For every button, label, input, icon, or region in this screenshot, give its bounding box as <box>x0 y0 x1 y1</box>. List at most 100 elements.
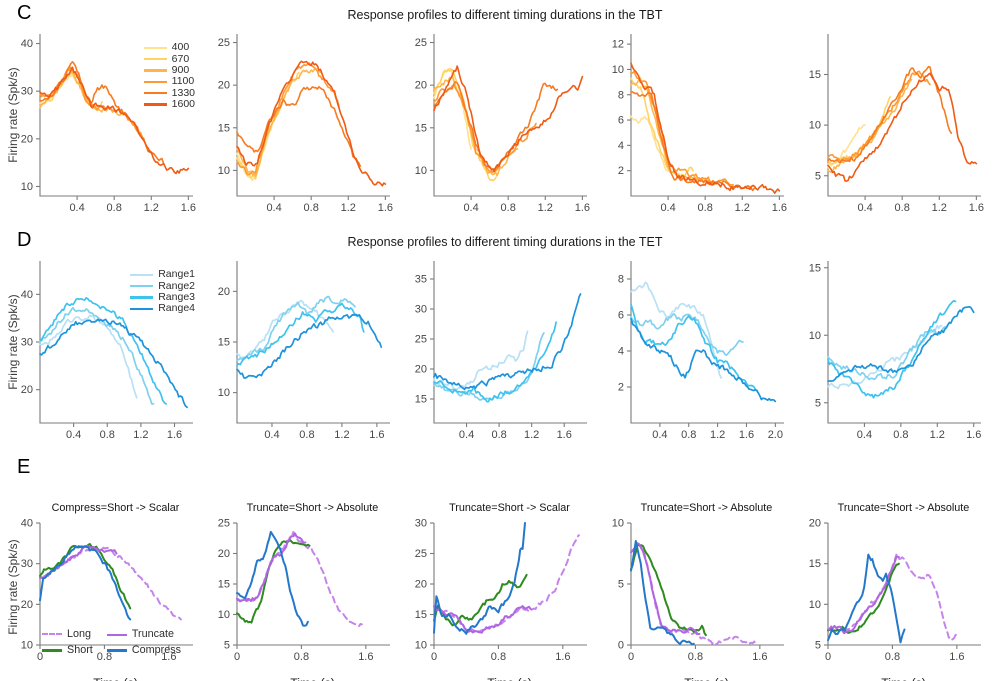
row-d-charts: 0.4 0.8 1.2 1.6 20 30 40 Range1 Range2 Range3 … <box>10 249 995 454</box>
svg-text:1.6: 1.6 <box>949 651 964 663</box>
chart-svg: 0.4 0.8 1.2 1.6 2.0 2 4 6 8 <box>618 261 784 441</box>
legend-item: 1330 <box>143 87 195 99</box>
svg-text:15: 15 <box>218 122 230 134</box>
x-axis-label: Time (s) <box>10 676 207 681</box>
svg-text:1.2: 1.2 <box>341 202 356 214</box>
svg-text:0.8: 0.8 <box>885 651 900 663</box>
legend-item: 400 <box>143 42 195 53</box>
svg-text:40: 40 <box>21 289 33 301</box>
chart-svg: 0.4 0.8 1.2 1.6 20 30 40 <box>21 261 193 441</box>
chart-svg: 0 0.8 1.6 5 10 15 20 25 <box>218 518 390 663</box>
svg-text:0: 0 <box>628 651 634 663</box>
svg-text:6: 6 <box>618 310 624 322</box>
legend-label: Range2 <box>158 279 195 292</box>
svg-text:1.6: 1.6 <box>378 202 393 214</box>
svg-text:10: 10 <box>21 640 33 652</box>
svg-text:25: 25 <box>415 37 427 49</box>
legend-label: 1600 <box>171 98 195 111</box>
chart-d4-plot: 0.4 0.8 1.2 1.6 2.0 2 4 6 8 <box>601 249 798 454</box>
svg-text:40: 40 <box>21 38 33 50</box>
svg-text:20: 20 <box>809 518 821 530</box>
chart-d2: 0.4 0.8 1.2 1.6 10 15 20 <box>207 249 404 454</box>
legend-item: Truncate <box>106 629 181 640</box>
svg-text:1.2: 1.2 <box>538 202 553 214</box>
svg-text:0.8: 0.8 <box>681 429 696 441</box>
svg-text:1.6: 1.6 <box>358 651 373 663</box>
svg-text:0.8: 0.8 <box>501 202 516 214</box>
chart-d4: 0.4 0.8 1.2 1.6 2.0 2 4 6 8 <box>601 249 798 454</box>
svg-text:1.6: 1.6 <box>181 202 196 214</box>
svg-text:0.8: 0.8 <box>107 202 122 214</box>
svg-text:1.6: 1.6 <box>167 429 182 441</box>
svg-text:10: 10 <box>809 120 821 132</box>
svg-text:2.0: 2.0 <box>768 429 783 441</box>
svg-text:15: 15 <box>218 579 230 591</box>
row-d: D Response profiles to different timing … <box>0 227 1003 454</box>
chart-svg: 0 0.8 1.6 10 20 30 40 <box>21 518 193 663</box>
svg-text:20: 20 <box>218 548 230 560</box>
legend-label: 900 <box>171 63 190 76</box>
svg-text:12: 12 <box>612 39 624 51</box>
svg-text:0.8: 0.8 <box>688 651 703 663</box>
chart-svg: 0.4 0.8 1.2 1.6 10 15 20 25 <box>415 34 590 214</box>
chart-e5-plot: 0 0.8 1.6 5 10 15 20 <box>798 517 995 674</box>
svg-text:0.8: 0.8 <box>491 651 506 663</box>
chart-c1: 0.4 0.8 1.2 1.6 10 20 30 40 400 670 900 1100 13… <box>10 22 207 227</box>
svg-text:30: 30 <box>415 518 427 530</box>
chart-e5: Truncate=Short -> Absolute 0 0.8 1.6 5 10 15 2… <box>798 468 995 681</box>
svg-text:30: 30 <box>415 304 427 316</box>
chart-svg: 0.4 0.8 1.2 1.6 10 15 20 25 <box>218 34 393 214</box>
svg-text:1.6: 1.6 <box>575 202 590 214</box>
chart-d1: 0.4 0.8 1.2 1.6 20 30 40 Range1 Range2 Range3 … <box>10 249 207 454</box>
svg-text:1.6: 1.6 <box>772 202 787 214</box>
svg-text:0.8: 0.8 <box>491 429 506 441</box>
chart-c2-plot: 0.4 0.8 1.2 1.6 10 15 20 25 <box>207 22 404 227</box>
svg-text:10: 10 <box>21 181 33 193</box>
chart-e4: Truncate=Short -> Absolute 0 0.8 1.6 0 5 10 T… <box>601 468 798 681</box>
legend-item: 900 <box>143 63 195 76</box>
legend-line-swatch <box>42 632 62 638</box>
svg-text:0: 0 <box>37 651 43 663</box>
svg-text:1.6: 1.6 <box>739 429 754 441</box>
legend-label: Range4 <box>158 302 195 315</box>
legend-item: Range2 <box>130 280 195 291</box>
x-axis-label: Time (s) <box>404 676 601 681</box>
legend-label: Long <box>67 628 92 641</box>
legend-label: Short <box>67 643 93 656</box>
svg-text:25: 25 <box>415 334 427 346</box>
svg-text:35: 35 <box>415 274 427 286</box>
chart-e1-plot: 0 0.8 1.6 10 20 30 40 <box>10 517 207 674</box>
legend-line-swatch <box>143 80 167 84</box>
svg-text:0.4: 0.4 <box>660 202 675 214</box>
row-e: E Firing rate (Spk/s) Compress=Short -> … <box>0 454 1003 681</box>
svg-text:25: 25 <box>218 518 230 530</box>
svg-text:0: 0 <box>431 651 437 663</box>
legend-line-swatch <box>143 103 167 106</box>
legend-label: Compress <box>131 643 182 656</box>
svg-text:0.8: 0.8 <box>294 651 309 663</box>
svg-text:8: 8 <box>618 89 624 101</box>
legend-conditions: Long Truncate Short Compress <box>42 629 181 656</box>
row-e-charts: Compress=Short -> Scalar 0 0.8 1.6 10 20 30 40… <box>10 468 995 681</box>
svg-text:0.8: 0.8 <box>895 202 910 214</box>
chart-c5: 0.4 0.8 1.2 1.6 5 10 15 <box>798 22 995 227</box>
svg-text:0.4: 0.4 <box>264 429 279 441</box>
svg-text:10: 10 <box>218 165 230 177</box>
chart-svg: 0.4 0.8 1.2 1.6 2 4 6 8 10 12 <box>612 34 787 214</box>
legend-line-swatch <box>130 307 154 311</box>
chart-d3: 0.4 0.8 1.2 1.6 15 20 25 30 35 <box>404 249 601 454</box>
svg-text:8: 8 <box>618 274 624 286</box>
svg-text:1.6: 1.6 <box>557 429 572 441</box>
panel-label-e: E <box>17 456 31 478</box>
chart-svg: 0.4 0.8 1.2 1.6 10 20 30 40 <box>21 34 196 214</box>
svg-text:0.4: 0.4 <box>266 202 281 214</box>
legend-item: Range4 <box>130 303 195 314</box>
legend-line-swatch <box>130 284 154 288</box>
svg-text:0.8: 0.8 <box>299 429 314 441</box>
svg-text:1.2: 1.2 <box>524 429 539 441</box>
svg-text:0: 0 <box>234 651 240 663</box>
row-c: C Response profiles to different timing … <box>0 0 1003 227</box>
legend-item: Range1 <box>130 269 195 280</box>
chart-e5-title: Truncate=Short -> Absolute <box>837 502 970 514</box>
svg-text:40: 40 <box>21 518 33 530</box>
